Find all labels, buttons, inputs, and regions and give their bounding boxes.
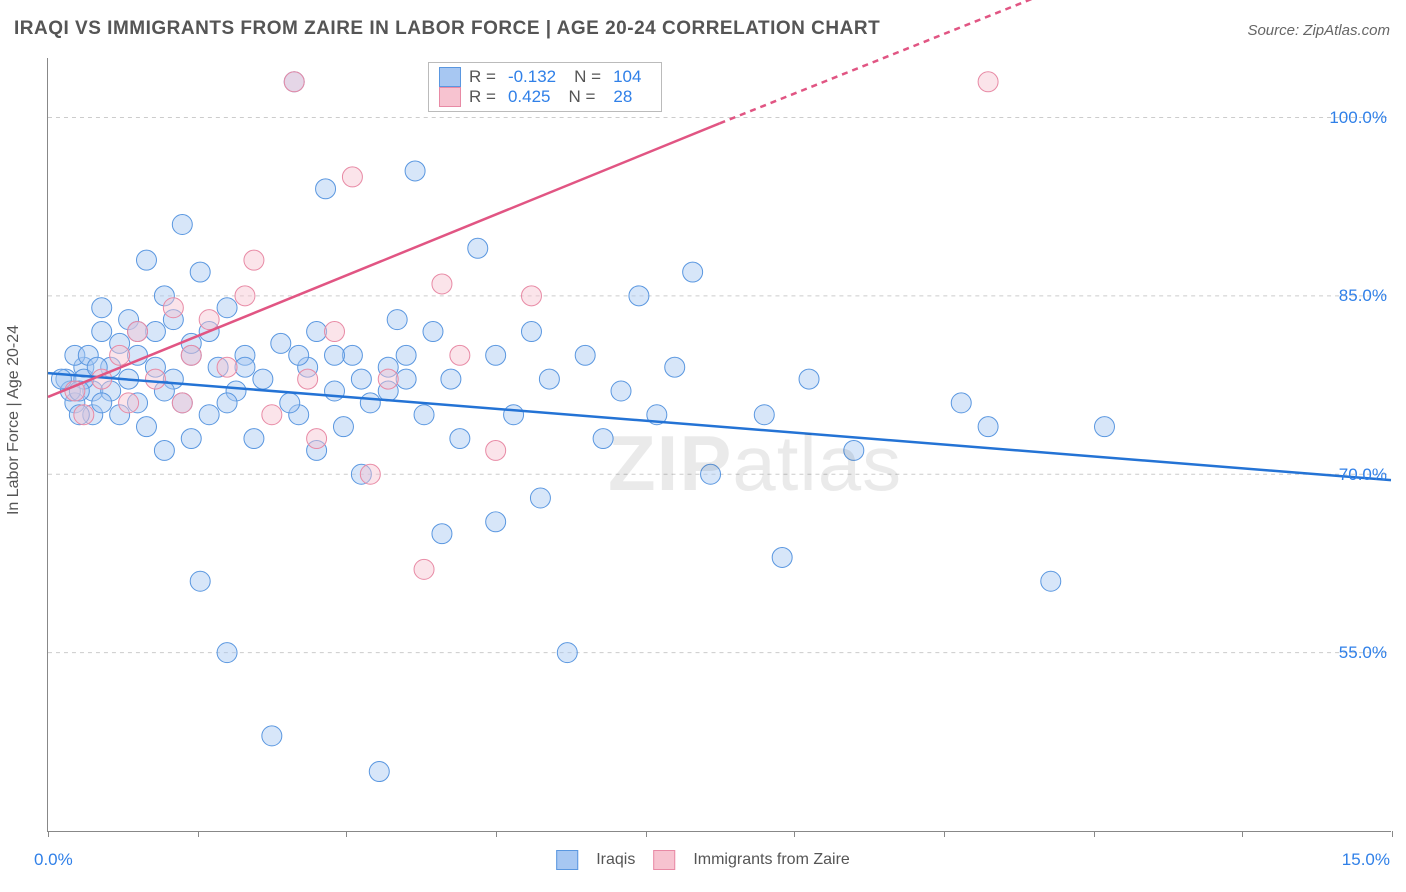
- x-tick: [1094, 831, 1095, 837]
- r-value-zaire: 0.425: [504, 87, 561, 107]
- n-value-iraqis: 104: [609, 67, 651, 87]
- chart-title: IRAQI VS IMMIGRANTS FROM ZAIRE IN LABOR …: [14, 18, 880, 40]
- series-legend: Iraqis Immigrants from Zaire: [556, 850, 850, 870]
- x-tick: [48, 831, 49, 837]
- y-tick-label: 100.0%: [1323, 108, 1387, 128]
- corr-legend-row-iraqis: R = -0.132 N = 104: [439, 67, 651, 87]
- y-tick-label: 70.0%: [1333, 465, 1387, 485]
- x-tick: [794, 831, 795, 837]
- correlation-legend: R = -0.132 N = 104 R = 0.425 N = 28: [428, 62, 662, 112]
- chart-plot-area: ZIPatlas R = -0.132 N = 104 R = 0.425 N …: [47, 58, 1391, 832]
- y-tick-label: 85.0%: [1333, 286, 1387, 306]
- y-tick-label: 55.0%: [1333, 643, 1387, 663]
- r-value-iraqis: -0.132: [504, 67, 566, 87]
- legend-label-iraqis: Iraqis: [596, 851, 635, 869]
- x-tick: [198, 831, 199, 837]
- r-prefix: R =: [469, 67, 496, 87]
- n-value-zaire: 28: [603, 87, 642, 107]
- n-prefix: N =: [568, 87, 595, 107]
- legend-swatch-iraqis: [556, 850, 578, 870]
- corr-legend-row-zaire: R = 0.425 N = 28: [439, 87, 651, 107]
- x-tick: [346, 831, 347, 837]
- x-tick: [496, 831, 497, 837]
- x-tick: [646, 831, 647, 837]
- y-axis-label: In Labor Force | Age 20-24: [5, 325, 23, 515]
- x-axis-min-label: 0.0%: [34, 850, 73, 870]
- swatch-zaire: [439, 87, 461, 107]
- source-attribution: Source: ZipAtlas.com: [1247, 22, 1390, 39]
- x-tick: [1392, 831, 1393, 837]
- x-tick: [944, 831, 945, 837]
- n-prefix: N =: [574, 67, 601, 87]
- x-axis-max-label: 15.0%: [1342, 850, 1390, 870]
- x-tick: [1242, 831, 1243, 837]
- swatch-iraqis: [439, 67, 461, 87]
- legend-swatch-zaire: [653, 850, 675, 870]
- legend-label-zaire: Immigrants from Zaire: [693, 851, 849, 869]
- scatter-plot-svg: [48, 58, 1391, 831]
- r-prefix: R =: [469, 87, 496, 107]
